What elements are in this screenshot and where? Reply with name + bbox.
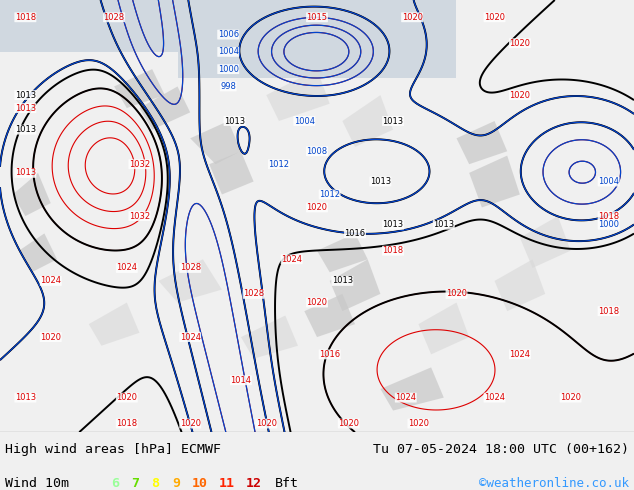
- Text: 1013: 1013: [370, 177, 391, 186]
- Polygon shape: [495, 259, 545, 311]
- Text: High wind areas [hPa] ECMWF: High wind areas [hPa] ECMWF: [5, 442, 221, 456]
- Polygon shape: [266, 69, 330, 121]
- Text: 1020: 1020: [338, 419, 359, 428]
- Text: 1018: 1018: [116, 419, 138, 428]
- Text: 1024: 1024: [509, 350, 531, 359]
- Text: 1018: 1018: [598, 212, 619, 220]
- Text: 1013: 1013: [15, 91, 36, 99]
- Text: 1020: 1020: [179, 419, 201, 428]
- Polygon shape: [380, 368, 444, 411]
- Polygon shape: [469, 156, 520, 207]
- Polygon shape: [418, 302, 469, 354]
- Text: 1013: 1013: [382, 220, 404, 229]
- Text: 1013: 1013: [15, 103, 36, 113]
- Text: 1004: 1004: [217, 48, 239, 56]
- Text: 1020: 1020: [484, 13, 505, 22]
- Polygon shape: [317, 233, 368, 272]
- Polygon shape: [520, 216, 571, 268]
- Text: 1000: 1000: [217, 65, 239, 74]
- Text: 9: 9: [172, 477, 180, 490]
- Text: 1020: 1020: [306, 203, 328, 212]
- Polygon shape: [139, 86, 190, 130]
- Text: 1013: 1013: [15, 169, 36, 177]
- Text: 1004: 1004: [598, 177, 619, 186]
- Text: 1020: 1020: [306, 298, 328, 307]
- Text: 1013: 1013: [15, 393, 36, 402]
- Text: 1020: 1020: [408, 419, 429, 428]
- Text: 1000: 1000: [598, 220, 619, 229]
- Text: 1024: 1024: [116, 264, 138, 272]
- Bar: [178, 0, 456, 78]
- Text: 1024: 1024: [484, 393, 505, 402]
- Text: 1032: 1032: [129, 212, 150, 220]
- Polygon shape: [114, 69, 165, 108]
- Polygon shape: [456, 121, 507, 164]
- Polygon shape: [158, 259, 222, 302]
- Polygon shape: [304, 294, 355, 337]
- Text: 1008: 1008: [306, 147, 328, 156]
- Text: 1013: 1013: [15, 125, 36, 134]
- Text: 1018: 1018: [598, 307, 619, 316]
- Text: 11: 11: [219, 477, 235, 490]
- Text: 1020: 1020: [256, 419, 277, 428]
- Text: 1028: 1028: [103, 13, 125, 22]
- Polygon shape: [342, 95, 393, 147]
- Text: 1020: 1020: [116, 393, 138, 402]
- Text: 6: 6: [111, 477, 119, 490]
- Text: 10: 10: [192, 477, 208, 490]
- Text: 1020: 1020: [560, 393, 581, 402]
- Text: 1016: 1016: [344, 229, 366, 238]
- Text: 1028: 1028: [179, 264, 201, 272]
- Text: 1020: 1020: [509, 91, 531, 99]
- Text: 1012: 1012: [319, 190, 340, 199]
- Text: 1014: 1014: [230, 376, 252, 385]
- Text: 1013: 1013: [224, 117, 245, 125]
- Text: 1024: 1024: [395, 393, 417, 402]
- Text: 1016: 1016: [319, 350, 340, 359]
- Text: 1012: 1012: [268, 160, 290, 169]
- Text: 1004: 1004: [294, 117, 315, 125]
- Text: 1018: 1018: [15, 13, 36, 22]
- Text: 1028: 1028: [243, 290, 264, 298]
- Bar: [0, 0, 178, 52]
- Text: 7: 7: [131, 477, 139, 490]
- Text: 1020: 1020: [401, 13, 423, 22]
- Polygon shape: [190, 121, 241, 164]
- Polygon shape: [13, 173, 51, 216]
- Polygon shape: [330, 259, 380, 311]
- Polygon shape: [19, 233, 57, 272]
- Text: 1015: 1015: [306, 13, 328, 22]
- Text: 12: 12: [245, 477, 261, 490]
- Text: 1024: 1024: [281, 255, 302, 264]
- Text: 1032: 1032: [129, 160, 150, 169]
- Text: 1024: 1024: [179, 333, 201, 342]
- Text: 1020: 1020: [446, 290, 467, 298]
- Text: 1013: 1013: [433, 220, 455, 229]
- Text: 1018: 1018: [382, 246, 404, 255]
- Polygon shape: [209, 151, 254, 195]
- Text: 8: 8: [152, 477, 160, 490]
- Text: 1024: 1024: [40, 276, 61, 285]
- Polygon shape: [241, 316, 298, 359]
- Polygon shape: [89, 302, 139, 346]
- Text: 1006: 1006: [217, 30, 239, 39]
- Text: 998: 998: [220, 82, 236, 91]
- Text: 1013: 1013: [332, 276, 353, 285]
- Text: ©weatheronline.co.uk: ©weatheronline.co.uk: [479, 477, 629, 490]
- Text: Bft: Bft: [275, 477, 299, 490]
- Text: 1020: 1020: [40, 333, 61, 342]
- Text: 1020: 1020: [509, 39, 531, 48]
- Text: Tu 07-05-2024 18:00 UTC (00+162): Tu 07-05-2024 18:00 UTC (00+162): [373, 442, 629, 456]
- Text: Wind 10m: Wind 10m: [5, 477, 69, 490]
- Text: 1013: 1013: [382, 117, 404, 125]
